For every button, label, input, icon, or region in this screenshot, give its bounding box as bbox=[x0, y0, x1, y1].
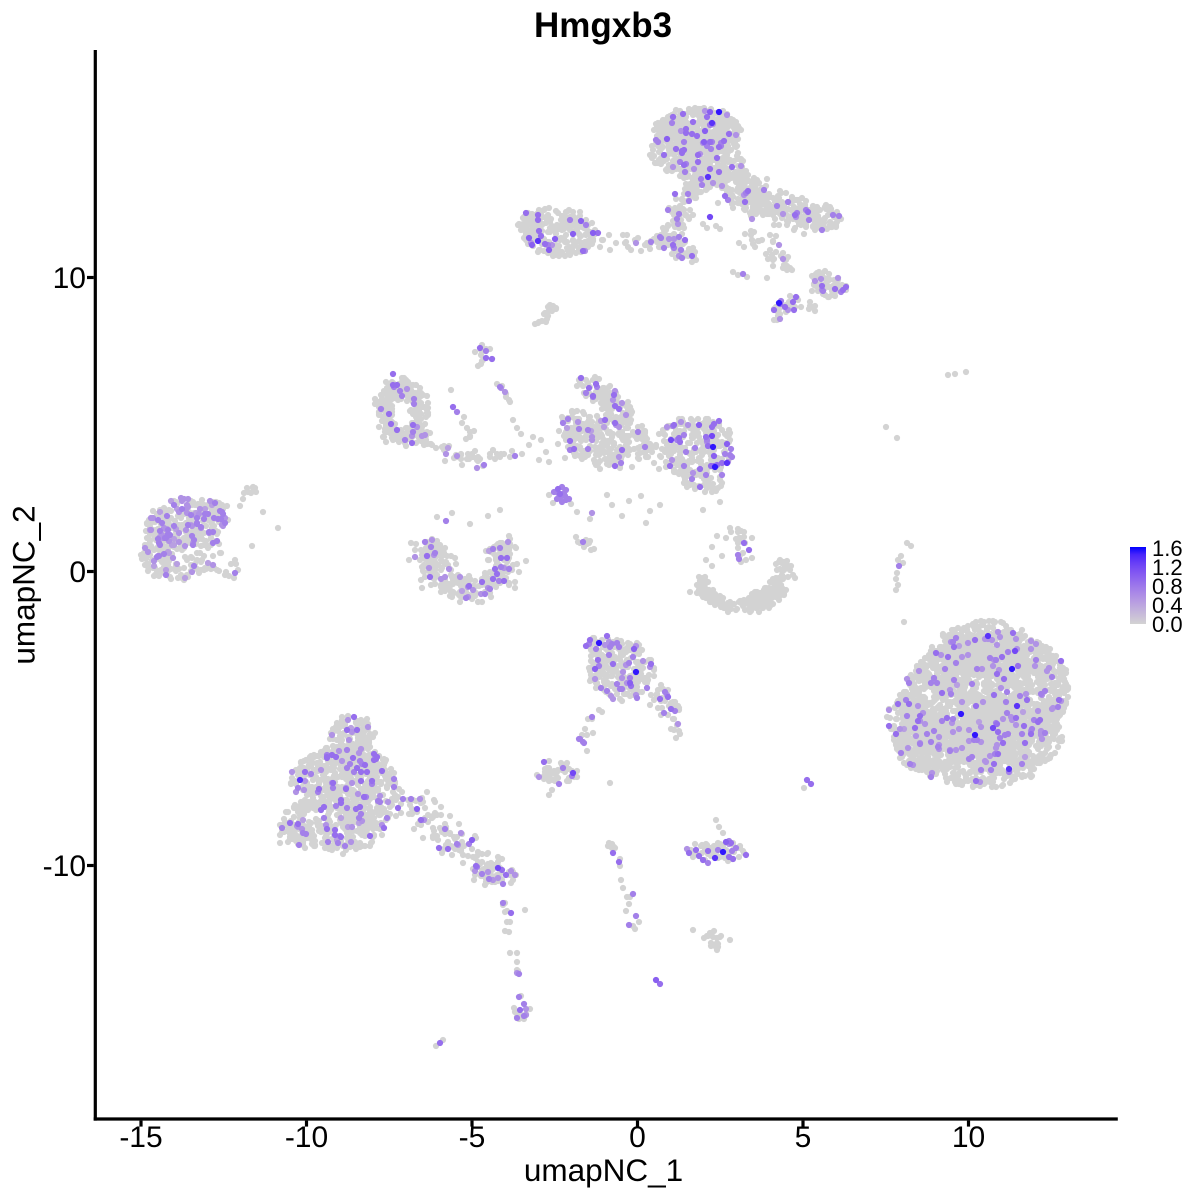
svg-text:10: 10 bbox=[53, 262, 86, 295]
svg-text:-10: -10 bbox=[43, 850, 86, 883]
svg-text:1.6: 1.6 bbox=[1152, 536, 1183, 561]
svg-text:-15: -15 bbox=[119, 1121, 162, 1154]
svg-text:0: 0 bbox=[69, 556, 86, 589]
svg-text:0.4: 0.4 bbox=[1152, 593, 1183, 618]
svg-text:0: 0 bbox=[629, 1121, 646, 1154]
svg-text:-5: -5 bbox=[459, 1121, 486, 1154]
svg-text:0.0: 0.0 bbox=[1152, 612, 1183, 637]
svg-text:-10: -10 bbox=[285, 1121, 328, 1154]
svg-text:5: 5 bbox=[795, 1121, 812, 1154]
svg-text:Hmgxb3: Hmgxb3 bbox=[534, 6, 672, 45]
svg-text:1.2: 1.2 bbox=[1152, 555, 1183, 580]
svg-text:0.8: 0.8 bbox=[1152, 574, 1183, 599]
svg-text:10: 10 bbox=[952, 1121, 985, 1154]
svg-text:umapNC_2: umapNC_2 bbox=[6, 505, 42, 664]
svg-text:umapNC_1: umapNC_1 bbox=[524, 1152, 683, 1188]
